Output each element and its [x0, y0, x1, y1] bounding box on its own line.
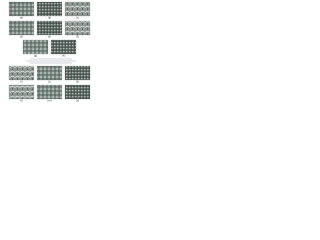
panel-label: (m): [47, 100, 51, 103]
panel-label: (i): [20, 81, 23, 84]
panel-label: (j): [48, 81, 51, 84]
panel-image: [50, 39, 77, 55]
panel-label: (l): [20, 100, 23, 103]
panel-image: [8, 84, 35, 100]
panel-image: [64, 65, 91, 81]
panel-label: (e): [48, 36, 51, 39]
panel-label: (d): [20, 36, 23, 39]
panel-image: [8, 1, 35, 17]
panel-image: [36, 20, 63, 36]
panel-image: [64, 84, 91, 100]
panel-label: (n): [76, 100, 79, 103]
panel-image: [36, 1, 63, 17]
panel-image: [64, 20, 91, 36]
panel-label: (g): [34, 55, 37, 58]
panel-image: [64, 1, 91, 17]
panel-image: [36, 65, 63, 81]
panel-image: [8, 65, 35, 81]
panel-image: [36, 84, 63, 100]
panel-label: (h): [62, 55, 65, 58]
panel-image: [8, 20, 35, 36]
panel-label: (k): [76, 81, 79, 84]
panel-label: (b): [48, 17, 51, 20]
panel-label: (c): [76, 17, 79, 20]
panel-label: (f): [76, 36, 79, 39]
caption-block: [26, 58, 76, 64]
panel-label: (a): [20, 17, 23, 20]
page: (a) (b) (c) (d) (e) (f) (g) (h) (i) (j) (k) (l) (m) (…: [0, 0, 320, 104]
figure: (a) (b) (c) (d) (e) (f) (g) (h) (i) (j) (k) (l) (m) (…: [8, 1, 91, 103]
panel-image: [22, 39, 49, 55]
